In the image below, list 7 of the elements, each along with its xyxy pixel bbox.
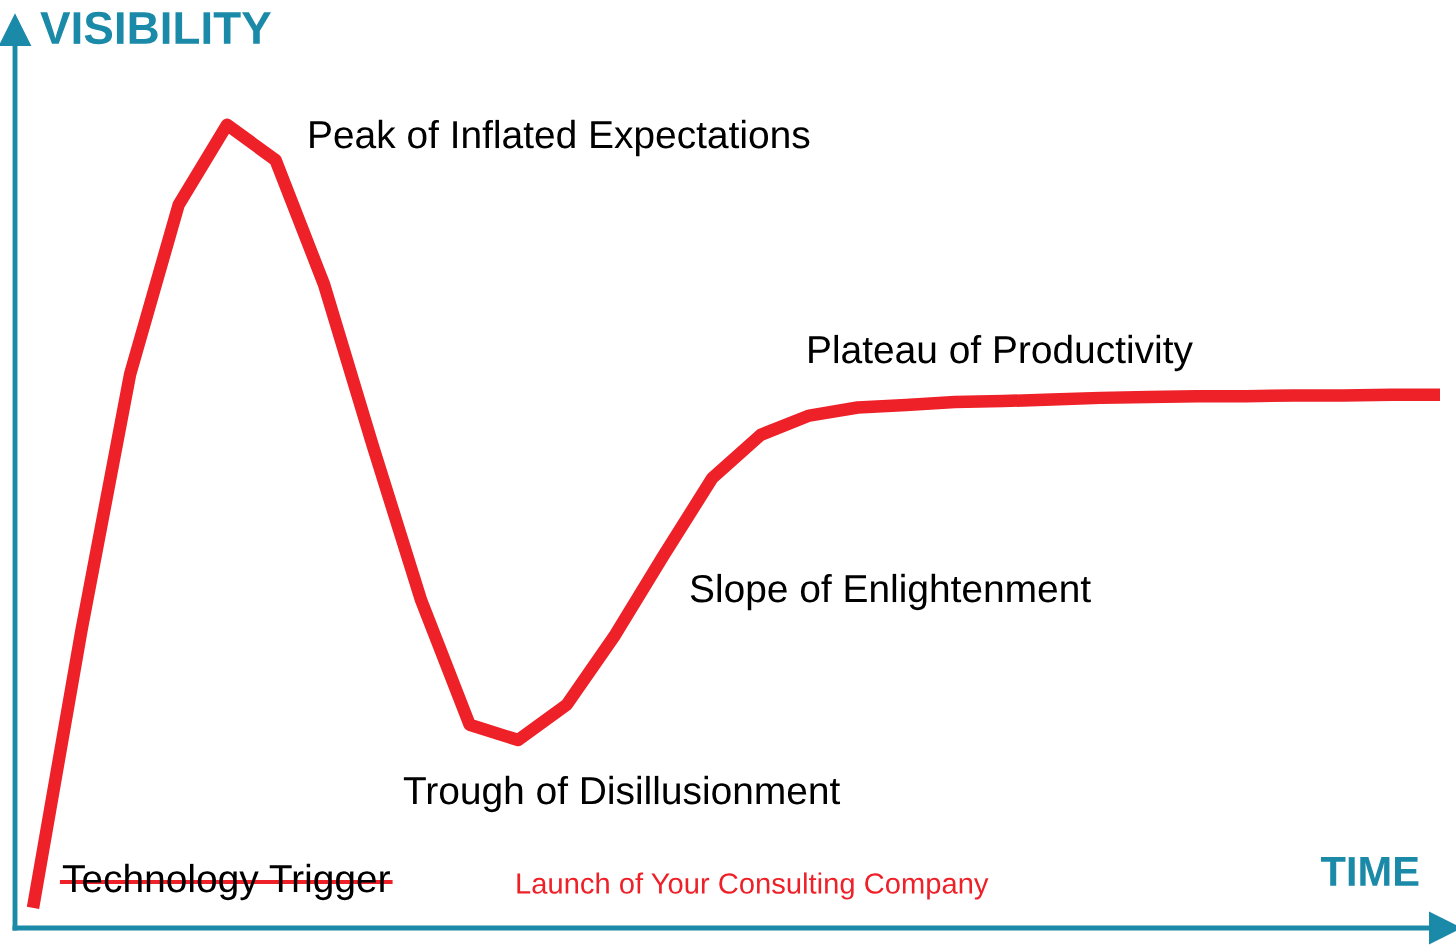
annotation: Peak of Inflated Expectations xyxy=(310,119,810,157)
annotation: Slope of Enlightenment xyxy=(690,573,1091,611)
annotation: Trough of Disillusionment xyxy=(403,775,841,813)
annotation: Launch of Your Consulting Company xyxy=(517,872,989,900)
x-axis-title: TIME xyxy=(1320,857,1419,886)
y-axis-title: VISIBILITY xyxy=(40,11,271,45)
annotation: Plateau of Productivity xyxy=(809,334,1193,372)
